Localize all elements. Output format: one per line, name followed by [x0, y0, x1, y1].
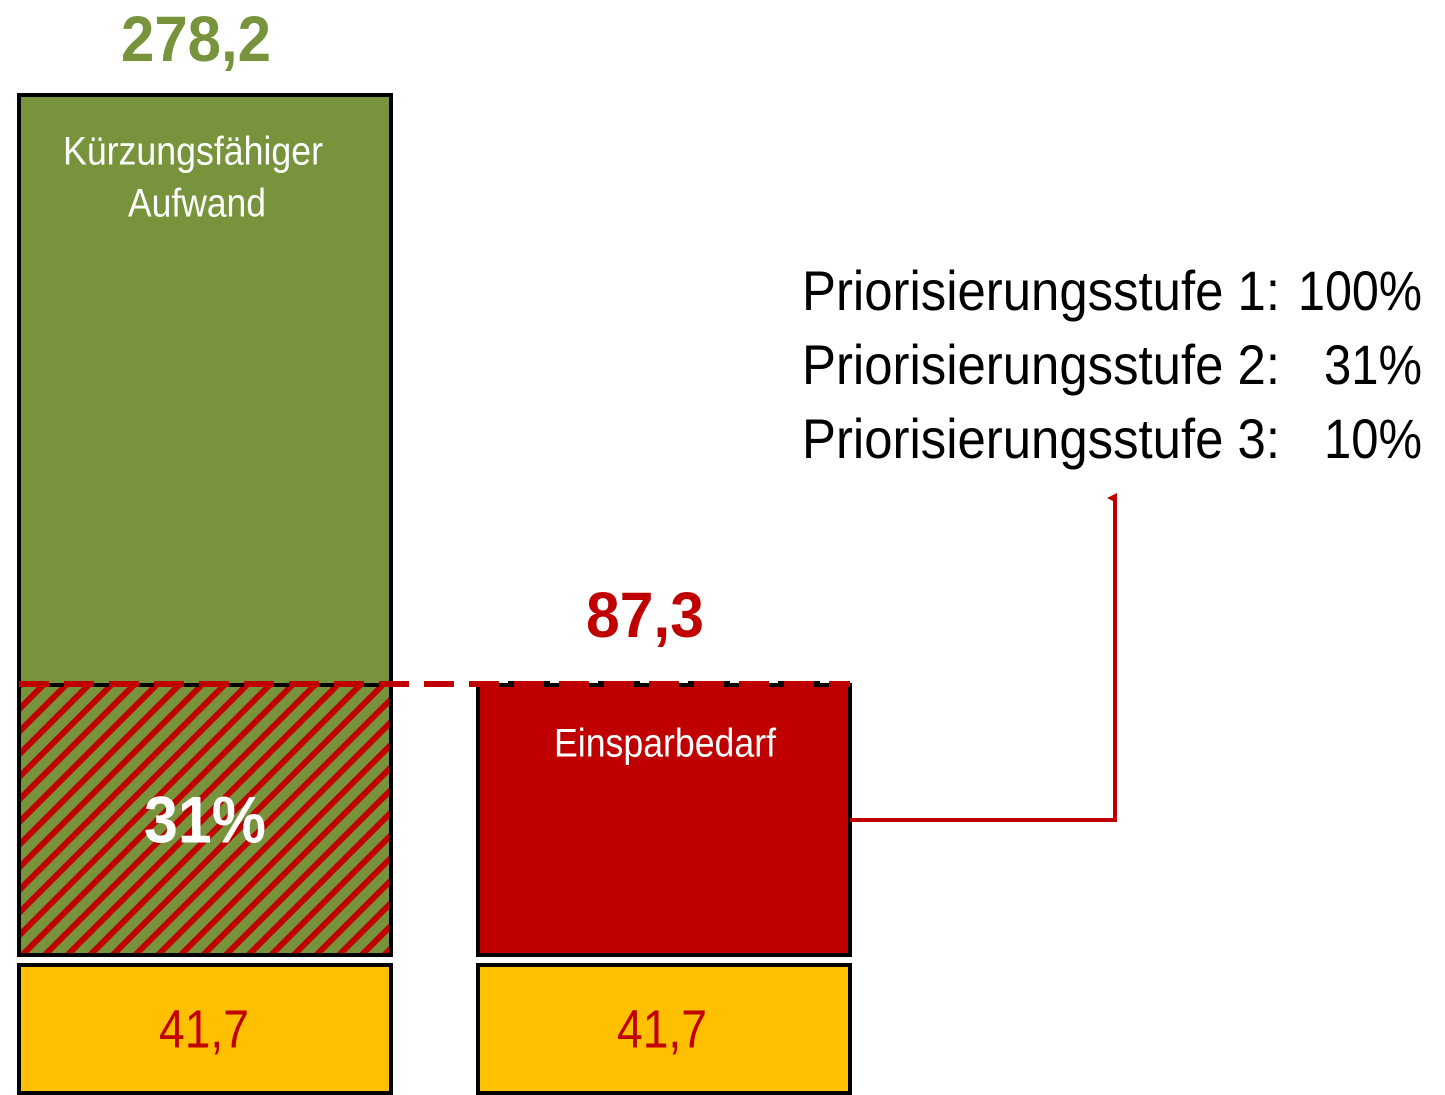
total-label: 278,2: [121, 3, 271, 75]
priority-value: 100%: [1298, 259, 1422, 322]
bar-label: Kürzungsfähiger: [63, 130, 323, 174]
total-label: 87,3: [586, 579, 704, 651]
base-box: [17, 963, 393, 1095]
priority-value: 10%: [1324, 407, 1422, 470]
priority-label: Priorisierungsstufe 2:: [802, 333, 1280, 396]
base-label: 41,7: [159, 999, 249, 1059]
red-bar: [476, 683, 852, 957]
bar-label: Aufwand: [128, 182, 266, 226]
base-box: [476, 963, 852, 1095]
arrow: [850, 493, 1117, 822]
priority-value: 31%: [1324, 333, 1422, 396]
green-bar: [17, 93, 393, 687]
base-label: 41,7: [617, 999, 707, 1059]
share-label: 31%: [144, 782, 266, 856]
priority-label: Priorisierungsstufe 1:: [802, 259, 1280, 322]
priority-label: Priorisierungsstufe 3:: [802, 407, 1280, 470]
hatched-share: [17, 683, 393, 957]
bar-label: Einsparbedarf: [554, 722, 777, 766]
